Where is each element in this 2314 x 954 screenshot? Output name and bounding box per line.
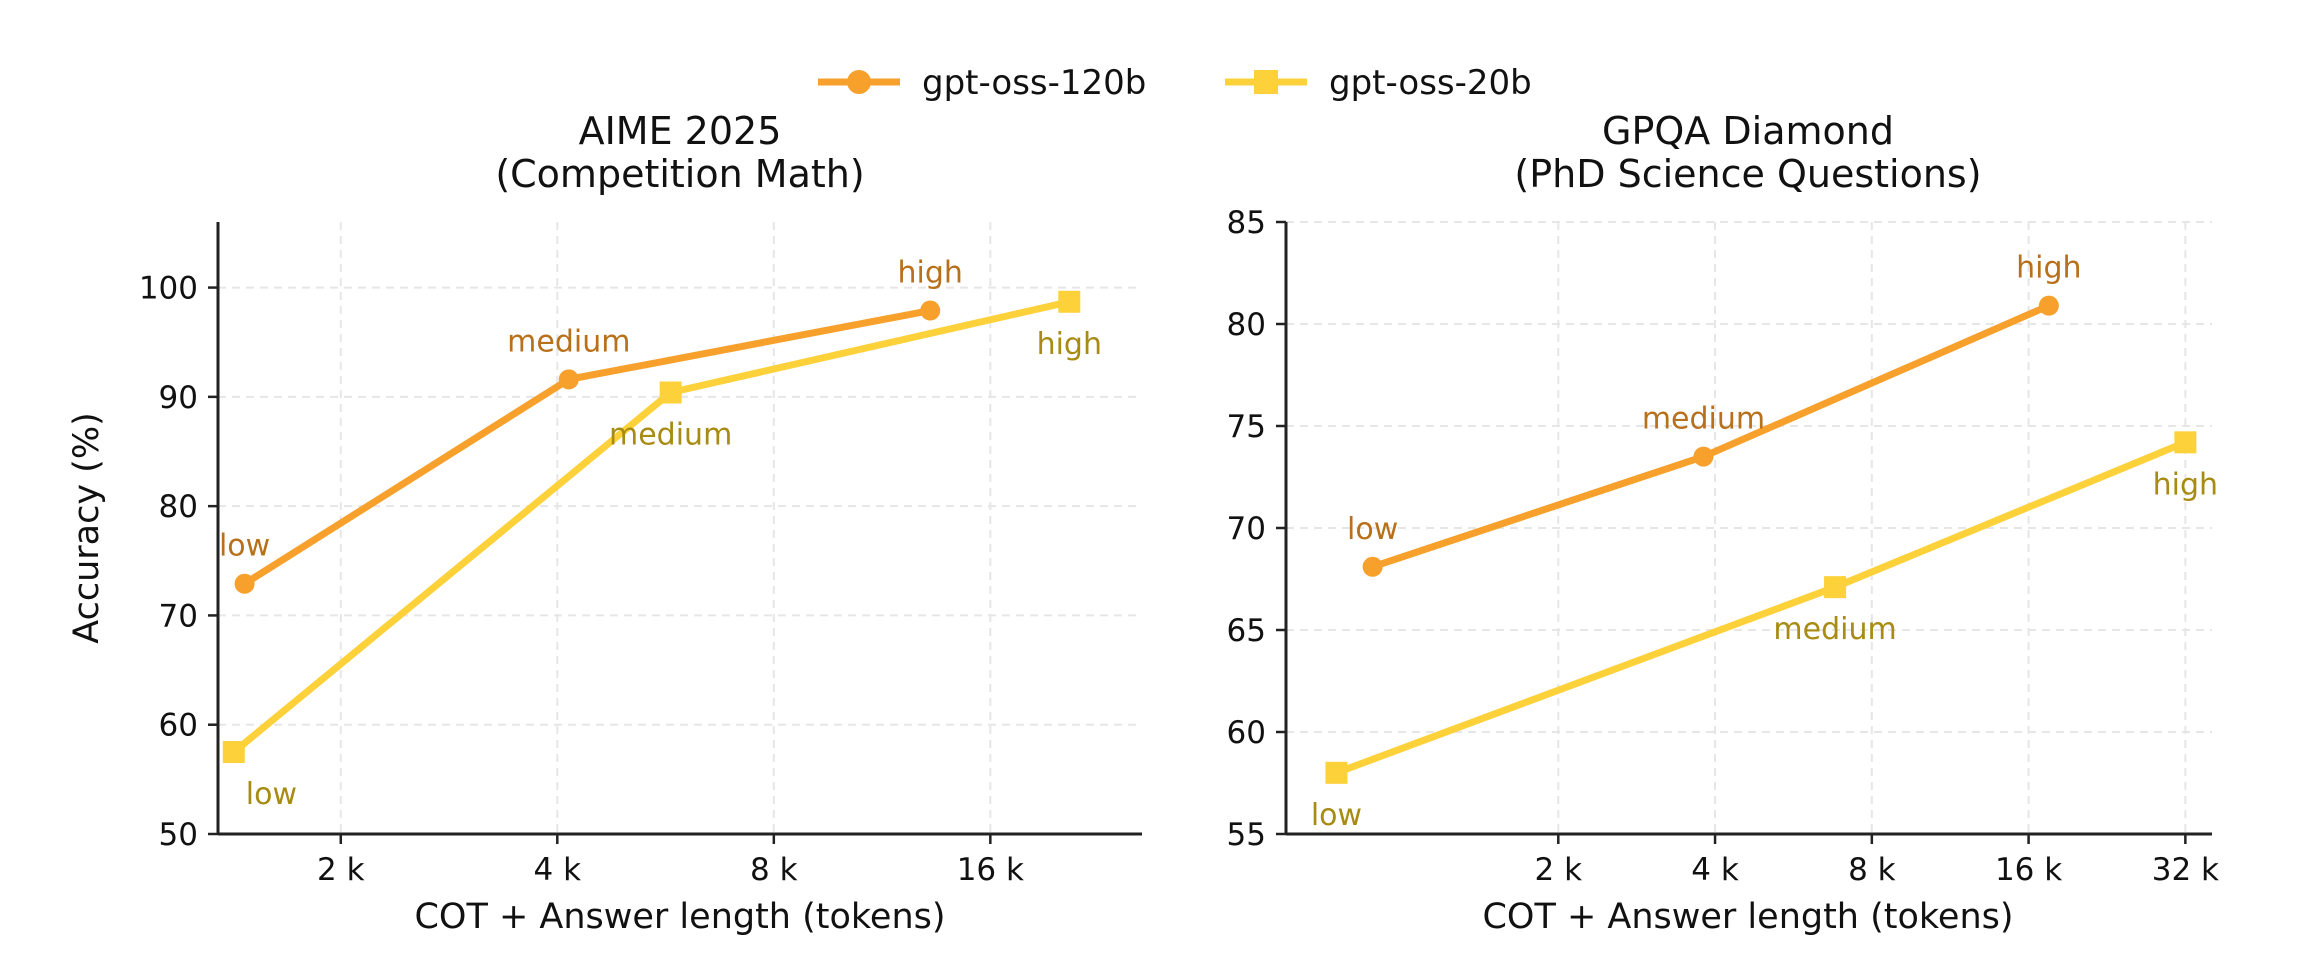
aime-point-label-20b: high xyxy=(1037,327,1102,362)
gpqa-x-axis-label: COT + Answer length (tokens) xyxy=(1482,897,2013,937)
aime-point-label-120b: medium xyxy=(507,324,630,359)
aime-ticks: 2 k 4 k 8 k 16 k 50 60 70 80 90 100 xyxy=(139,271,1024,888)
aime-x-tick-label: 8 k xyxy=(750,852,798,888)
gpqa-series xyxy=(1325,295,2197,784)
gpqa-title-line2: (PhD Science Questions) xyxy=(1514,152,1981,196)
aime-point-label-20b: low xyxy=(246,777,297,812)
gpqa-point-label-120b: low xyxy=(1347,512,1398,547)
gpqa-point-120b xyxy=(2038,295,2059,316)
gpqa-y-tick-label: 70 xyxy=(1227,511,1266,547)
legend: gpt-oss-120b gpt-oss-20b xyxy=(818,63,1532,103)
gpqa-point-label-20b: low xyxy=(1311,798,1362,833)
gpqa-x-tick-label: 8 k xyxy=(1848,852,1896,888)
aime-y-tick-label: 60 xyxy=(159,708,198,744)
aime-point-20b xyxy=(222,741,245,764)
aime-title-line2: (Competition Math) xyxy=(495,152,864,196)
gpqa-diamond-panel: GPQA Diamond (PhD Science Questions) 2 k… xyxy=(1227,109,2219,937)
aime-y-tick-label: 70 xyxy=(159,598,198,634)
aime-series-line-20b xyxy=(231,298,1071,755)
aime-point-20b xyxy=(659,381,682,404)
aime-title-line1: AIME 2025 xyxy=(579,109,782,153)
aime-y-tick-label: 90 xyxy=(159,380,198,416)
aime-point-label-20b: medium xyxy=(609,417,732,452)
aime-point-120b xyxy=(234,573,255,594)
y-axis-label: Accuracy (%) xyxy=(67,412,107,643)
aime-y-tick-label: 50 xyxy=(159,817,198,853)
aime-y-tick-label: 100 xyxy=(139,271,198,307)
gpqa-point-label-120b: high xyxy=(2016,251,2081,286)
gpqa-y-tick-label: 65 xyxy=(1227,613,1266,649)
aime-2025-panel: AIME 2025 (Competition Math) 2 k 4 k 8 k 16… xyxy=(139,109,1142,937)
aime-point-label-120b: high xyxy=(898,256,963,291)
aime-point-label-120b: low xyxy=(219,529,270,564)
legend-label-20b: gpt-oss-20b xyxy=(1329,63,1532,103)
aime-x-tick-label: 4 k xyxy=(534,852,582,888)
gpqa-point-label-120b: medium xyxy=(1642,402,1765,437)
aime-x-tick-label: 16 k xyxy=(957,852,1024,888)
gpqa-point-120b xyxy=(1362,556,1383,577)
gpqa-point-label-20b: medium xyxy=(1773,612,1896,647)
aime-y-tick-label: 80 xyxy=(159,489,198,525)
legend-marker-20b xyxy=(1254,70,1278,94)
aime-axes xyxy=(216,222,1142,836)
gpqa-x-tick-label: 32 k xyxy=(2152,852,2219,888)
gpqa-title-line1: GPQA Diamond xyxy=(1602,109,1894,153)
gpqa-series-line-20b xyxy=(1335,439,2187,777)
legend-marker-120b xyxy=(847,70,871,94)
gpqa-y-tick-label: 55 xyxy=(1227,817,1266,853)
aime-point-labels: low medium high low medium high xyxy=(219,256,1102,813)
gpqa-y-tick-label: 60 xyxy=(1227,715,1266,751)
gpqa-x-tick-label: 16 k xyxy=(1995,852,2062,888)
gpqa-point-20b xyxy=(2174,431,2197,454)
gpqa-y-tick-label: 80 xyxy=(1227,307,1266,343)
gpqa-point-20b xyxy=(1325,761,1348,784)
aime-point-120b xyxy=(920,300,941,321)
gpqa-point-labels: low medium high low medium high xyxy=(1311,251,2218,833)
gpqa-y-tick-label: 75 xyxy=(1227,409,1266,445)
gpqa-x-tick-label: 2 k xyxy=(1535,852,1583,888)
aime-x-axis-label: COT + Answer length (tokens) xyxy=(414,897,945,937)
aime-x-tick-label: 2 k xyxy=(317,852,365,888)
gpqa-y-tick-label: 85 xyxy=(1227,205,1266,241)
aime-series xyxy=(222,290,1081,764)
gpqa-point-120b xyxy=(1693,446,1714,467)
aime-point-20b xyxy=(1058,290,1081,313)
legend-label-120b: gpt-oss-120b xyxy=(922,63,1146,103)
gpqa-point-label-20b: high xyxy=(2153,467,2218,502)
gpqa-x-tick-label: 4 k xyxy=(1691,852,1739,888)
gpqa-ticks: 2 k 4 k 8 k 16 k 32 k 55 60 65 70 75 80 85 xyxy=(1227,205,2219,888)
gpqa-point-20b xyxy=(1824,576,1847,599)
aime-point-120b xyxy=(558,369,579,390)
